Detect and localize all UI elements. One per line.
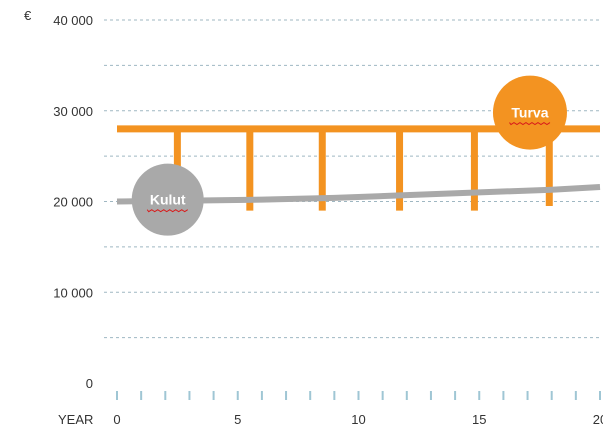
series-bubble [131, 163, 204, 236]
spellcheck-underline [146, 209, 188, 213]
gridlines [104, 19, 600, 339]
series-layer: Turva Kulut [116, 75, 601, 236]
x-tick-label: 20 [593, 412, 603, 427]
y-tick-label: 20 000 [53, 195, 93, 210]
x-axis-label: YEAR [58, 412, 93, 427]
x-axis: 0 5 10 15 20 [113, 391, 603, 427]
y-tick-label: 30 000 [53, 104, 93, 119]
series-bubble [492, 75, 567, 150]
x-tick-label: 10 [351, 412, 365, 427]
spellcheck-underline [509, 121, 551, 126]
series-name-label: Turva [511, 105, 548, 121]
x-tick-label: 0 [113, 412, 120, 427]
y-tick-label: 10 000 [53, 285, 93, 300]
series-name-label: Kulut [150, 192, 186, 208]
y-tick-label: 0 [86, 376, 93, 391]
y-tick-label: 40 000 [53, 13, 93, 28]
y-axis-unit-label: € [24, 8, 32, 23]
series-kulut: Kulut [116, 163, 601, 236]
x-tick-label: 5 [234, 412, 241, 427]
x-tick-label: 15 [472, 412, 486, 427]
y-axis: 0 10 000 20 000 30 000 40 000 [53, 13, 93, 391]
